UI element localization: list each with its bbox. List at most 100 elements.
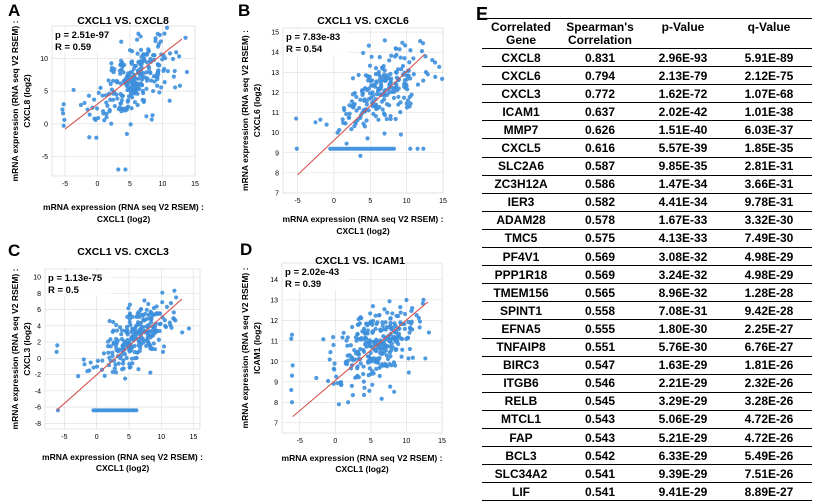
annotation-bg: [283, 265, 347, 290]
data-point: [388, 384, 393, 389]
data-point: [397, 47, 402, 52]
data-point: [420, 41, 426, 46]
data-point: [399, 67, 404, 72]
y-axis-label: mRNA expression (RNA seq V2 RSEM) :: [240, 267, 250, 428]
data-point: [114, 322, 119, 328]
data-point: [135, 311, 140, 316]
data-point: [168, 323, 173, 328]
cell-gene: BIRC3: [482, 356, 560, 375]
data-point: [377, 74, 383, 79]
cell-gene: CXCL6: [482, 66, 560, 86]
table-row: ITGB6 0.546 2.21E-29 2.32E-26: [482, 374, 812, 393]
y-tick-label: 7: [274, 420, 278, 427]
data-point: [368, 311, 373, 316]
cell-q: 8.89E-27: [726, 482, 812, 501]
data-point: [159, 85, 164, 90]
data-point: [377, 313, 382, 318]
data-point: [102, 373, 107, 378]
data-point: [358, 361, 363, 366]
cell-q: 5.49E-26: [726, 446, 812, 466]
data-point: [171, 310, 176, 315]
x-tick-label: -5: [294, 198, 300, 205]
data-point: [120, 93, 125, 98]
table-row: SLC2A6 0.587 9.85E-35 2.81E-31: [482, 157, 812, 176]
cell-p: 4.13E-33: [640, 229, 726, 249]
data-point: [344, 141, 349, 146]
y-tick-label: 11: [271, 338, 278, 345]
data-point: [137, 339, 142, 345]
data-point: [122, 339, 127, 344]
data-point: [121, 342, 126, 348]
cell-p: 1.51E-40: [640, 120, 726, 140]
cell-q: 2.12E-75: [726, 66, 812, 86]
x-tick-label: -5: [61, 434, 67, 441]
data-point: [148, 78, 154, 83]
cell-spearman: 0.569: [560, 265, 640, 285]
cell-q: 9.78E-31: [726, 193, 812, 212]
data-point: [156, 337, 161, 342]
cell-gene: TNFAIP8: [482, 338, 560, 357]
data-point: [116, 107, 121, 112]
x-tick-label: 15: [190, 434, 198, 441]
data-point: [177, 54, 182, 59]
data-point: [364, 99, 369, 104]
data-point: [144, 70, 149, 75]
data-point: [126, 98, 131, 103]
data-point: [361, 50, 366, 56]
data-point: [138, 34, 143, 39]
cell-p: 5.21E-29: [640, 428, 726, 448]
cell-q: 4.98E-29: [726, 265, 812, 285]
cell-spearman: 0.569: [560, 247, 640, 267]
panel-letter: A: [8, 1, 20, 20]
data-point: [137, 314, 142, 320]
data-point: [328, 350, 333, 355]
data-point: [293, 116, 299, 121]
data-point: [313, 120, 318, 125]
data-point: [171, 316, 176, 321]
data-point: [355, 374, 360, 380]
data-point: [123, 167, 128, 172]
cell-spearman: 0.565: [560, 283, 640, 303]
table-row: CXCL3 0.772 1.62E-72 1.07E-68: [482, 84, 812, 104]
x-tick-label: -5: [297, 438, 303, 445]
data-point: [335, 380, 340, 386]
x-axis-label: mRNA expression (RNA seq V2 RSEM) :: [42, 452, 203, 462]
cell-spearman: 0.637: [560, 102, 640, 122]
data-point: [324, 122, 329, 127]
regression-line: [56, 298, 183, 411]
data-point: [162, 31, 167, 36]
data-point: [384, 353, 389, 358]
data-point: [154, 304, 159, 309]
data-point: [382, 68, 387, 73]
data-point: [379, 328, 384, 333]
data-point: [352, 124, 357, 129]
data-point: [409, 308, 414, 314]
data-point: [390, 345, 396, 350]
data-point: [167, 98, 172, 103]
data-point: [399, 354, 404, 359]
y-tick-label: -6: [35, 405, 41, 412]
data-point: [55, 343, 60, 348]
regression-line: [297, 53, 426, 176]
data-point: [163, 324, 169, 330]
data-point: [350, 392, 355, 398]
data-point: [409, 319, 414, 324]
table-row: BCL3 0.542 6.33E-29 5.49E-26: [482, 446, 812, 466]
data-point: [148, 370, 153, 375]
header-spearman: Spearman's Correlation: [560, 18, 640, 49]
data-point: [116, 167, 121, 172]
cell-gene: RELB: [482, 392, 560, 411]
data-point: [347, 111, 352, 116]
data-point: [112, 366, 117, 371]
data-point: [139, 324, 144, 330]
x-tick-label: 5: [127, 434, 131, 441]
data-point: [167, 51, 173, 56]
data-point: [117, 325, 123, 330]
data-point: [121, 366, 126, 371]
cell-gene: ICAM1: [482, 102, 560, 122]
chart-title: CXCL1 VS. ICAM1: [315, 255, 405, 267]
data-point: [373, 326, 378, 332]
data-point: [430, 58, 435, 63]
data-point: [380, 65, 385, 70]
data-point: [373, 104, 379, 109]
